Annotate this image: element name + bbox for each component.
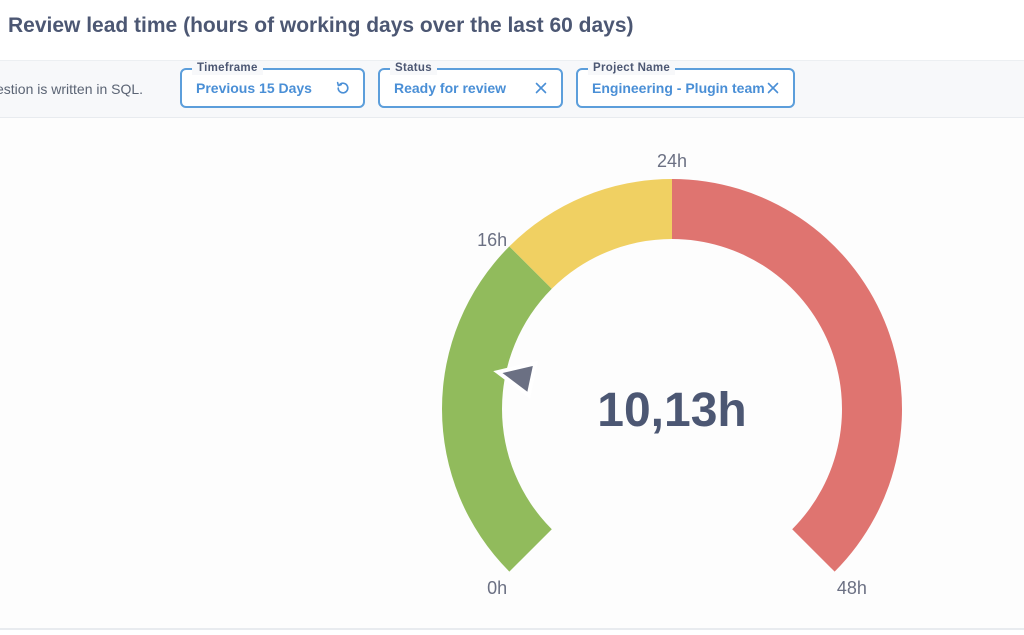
gauge-segment-1[interactable] — [509, 179, 672, 289]
close-icon[interactable] — [533, 80, 549, 96]
filter-label: Project Name — [588, 61, 676, 75]
gauge-needle-icon — [493, 360, 539, 399]
reset-icon[interactable] — [335, 80, 351, 96]
card-header: Review lead time (hours of working days … — [0, 0, 1024, 61]
timeframe-filter[interactable]: Timeframe Previous 15 Days — [180, 61, 365, 108]
filter-value: Engineering - Plugin team — [592, 80, 765, 96]
sql-note: estion is written in SQL. — [0, 81, 144, 97]
close-icon[interactable] — [765, 80, 781, 96]
gauge-value: 10,13h — [597, 384, 746, 437]
gauge-tick-label: 16h — [477, 230, 507, 250]
gauge-segments — [441, 179, 902, 572]
filter-label: Timeframe — [192, 61, 263, 75]
filter-value: Previous 15 Days — [196, 80, 312, 96]
project-name-filter[interactable]: Project Name Engineering - Plugin team — [576, 61, 795, 108]
gauge-chart-area: 0h 16h 24h 48h 10,13h — [0, 118, 1024, 630]
gauge-segment-0[interactable] — [441, 246, 552, 572]
gauge-tick-label: 48h — [837, 578, 867, 598]
filter-label: Status — [390, 61, 437, 75]
gauge-tick-labels: 0h 16h 24h 48h — [477, 151, 867, 598]
divider — [0, 628, 1024, 630]
filter-value: Ready for review — [394, 80, 507, 96]
status-filter[interactable]: Status Ready for review — [378, 61, 563, 108]
gauge-tick-label: 24h — [657, 151, 687, 171]
card-title[interactable]: Review lead time (hours of working days … — [8, 14, 634, 37]
gauge-segment-2[interactable] — [672, 179, 902, 572]
filter-bar: estion is written in SQL. Timeframe Prev… — [0, 61, 1024, 118]
gauge-tick-label: 0h — [487, 578, 507, 598]
gauge-chart: 0h 16h 24h 48h 10,13h — [441, 151, 902, 598]
